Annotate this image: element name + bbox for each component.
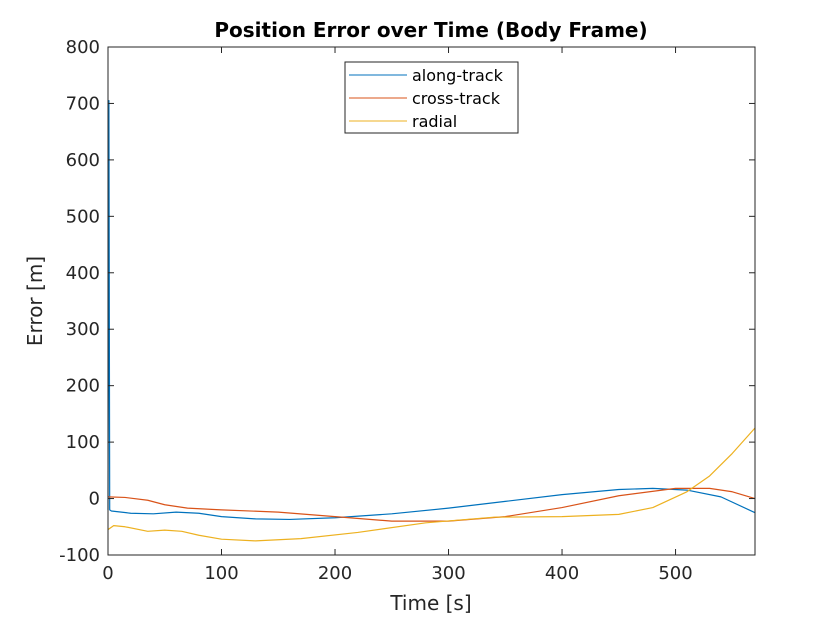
y-tick-label: 200 [66, 376, 100, 397]
y-tick-label: 600 [66, 150, 100, 171]
plot-box [107, 46, 756, 556]
y-tick-label: 100 [66, 432, 100, 453]
chart-title: Position Error over Time (Body Frame) [214, 18, 647, 42]
x-tick-label: 100 [204, 563, 238, 584]
y-tick-label: 800 [66, 37, 100, 58]
x-tick-label: 400 [545, 563, 579, 584]
x-axis-label: Time [s] [389, 591, 471, 615]
series-line-along-track [107, 100, 756, 521]
y-tick-label: 0 [89, 489, 100, 510]
legend-label-radial: radial [412, 112, 457, 131]
x-tick-label: 200 [318, 563, 352, 584]
axis-ticks: 0 100 200 300 400 500-10001002003004005006007… [59, 37, 755, 584]
y-tick-label: 500 [66, 206, 100, 227]
series-line-cross-track [107, 487, 756, 522]
legend: along-track cross-track radial [344, 61, 519, 134]
y-tick-label: 700 [66, 93, 100, 114]
y-tick-label: 400 [66, 263, 100, 284]
y-tick-label: 300 [66, 319, 100, 340]
y-axis-label: Error [m] [23, 256, 47, 346]
series-line-radial [107, 427, 756, 542]
x-tick-label: 300 [431, 563, 465, 584]
x-tick-label: 0 [102, 563, 113, 584]
y-tick-label: -100 [59, 545, 100, 566]
legend-label-cross-track: cross-track [412, 89, 501, 108]
series-lines [107, 100, 756, 542]
x-tick-label: 500 [658, 563, 692, 584]
legend-label-along-track: along-track [412, 66, 504, 85]
